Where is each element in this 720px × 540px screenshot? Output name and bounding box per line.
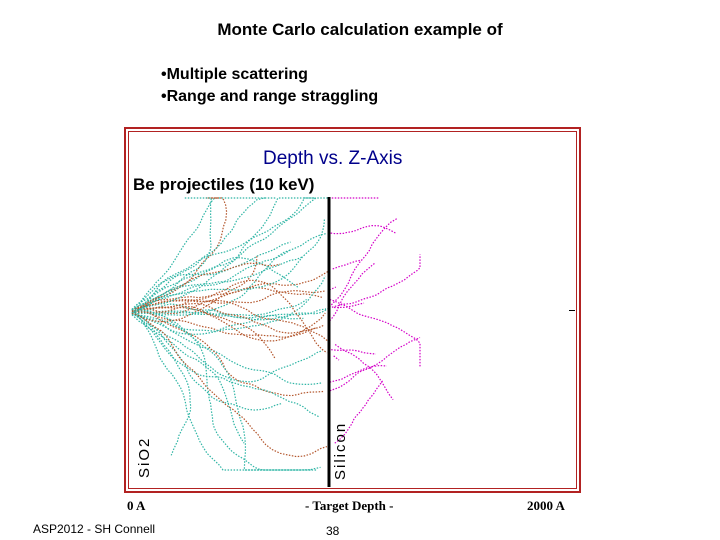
- ion-track-silicon: [334, 380, 384, 444]
- ion-track-sio2: [131, 197, 267, 315]
- ion-track-sio2: [131, 197, 276, 310]
- ion-track-sio2: [131, 197, 329, 310]
- figure-subtitle: Be projectiles (10 keV): [133, 175, 315, 194]
- ion-track-sio2: [131, 311, 323, 383]
- ion-track-sio2: [131, 270, 329, 310]
- ion-track-sio2: [131, 232, 327, 314]
- ion-track-sio2: [131, 286, 323, 315]
- ion-track-silicon: [331, 349, 376, 355]
- ion-track-sio2: [131, 197, 212, 314]
- ion-track-sio2: [131, 197, 228, 315]
- ion-track-sio2: [131, 197, 316, 314]
- ion-track-sio2: [131, 279, 328, 354]
- ion-tracks: [131, 197, 421, 471]
- footer-text: ASP2012 - SH Connell: [33, 522, 156, 536]
- axis-label-start: 0 A: [127, 498, 146, 513]
- bullet-list: •Multiple scattering •Range and range st…: [161, 64, 378, 108]
- ion-track-sio2: [131, 313, 320, 418]
- ion-track-sio2: [131, 309, 192, 456]
- figure-title: Depth vs. Z-Axis: [263, 148, 403, 169]
- ion-track-silicon: [329, 336, 421, 392]
- ion-track-silicon: [331, 254, 421, 308]
- axis-tick-right: [569, 310, 575, 311]
- ion-track-sio2: [131, 275, 326, 332]
- ion-track-silicon: [329, 364, 387, 383]
- ion-track-sio2: [131, 313, 322, 385]
- figure-inner-border: [128, 131, 577, 489]
- ion-track-sio2: [131, 303, 304, 320]
- ion-track-sio2: [131, 308, 324, 397]
- ion-track-sio2: [131, 241, 291, 311]
- bullet-range-straggling: •Range and range straggling: [161, 88, 379, 105]
- ion-track-sio2: [131, 314, 245, 444]
- ion-track-silicon: [328, 217, 398, 308]
- ion-track-silicon: [329, 262, 377, 322]
- ion-track-sio2: [131, 308, 311, 471]
- ion-track-silicon: [330, 224, 397, 235]
- ion-track-sio2: [131, 311, 325, 338]
- ion-track-sio2: [131, 312, 328, 458]
- layer-label-sio2: SiO2: [136, 436, 153, 478]
- bullet-multiple-scattering: •Multiple scattering: [161, 66, 308, 83]
- ion-track-sio2: [131, 197, 316, 316]
- ion-track-sio2: [131, 306, 276, 359]
- ion-track-silicon: [332, 259, 363, 270]
- ion-track-sio2: [131, 256, 258, 323]
- layer-label-silicon: Silicon: [332, 421, 349, 480]
- ion-track-silicon: [333, 355, 340, 361]
- ion-track-sio2: [131, 305, 326, 342]
- ion-track-silicon: [329, 298, 421, 367]
- axis-label-end: 2000 A: [527, 498, 565, 513]
- ion-track-silicon: [334, 302, 365, 309]
- page-number: 38: [326, 524, 340, 538]
- axis-label-target-depth: - Target Depth -: [305, 498, 394, 513]
- slide-title: Monte Carlo calculation example of: [217, 20, 503, 39]
- ion-track-sio2: [131, 308, 328, 321]
- ion-track-sio2: [131, 262, 281, 313]
- ion-track-sio2: [131, 219, 325, 315]
- ion-track-sio2: [131, 298, 307, 317]
